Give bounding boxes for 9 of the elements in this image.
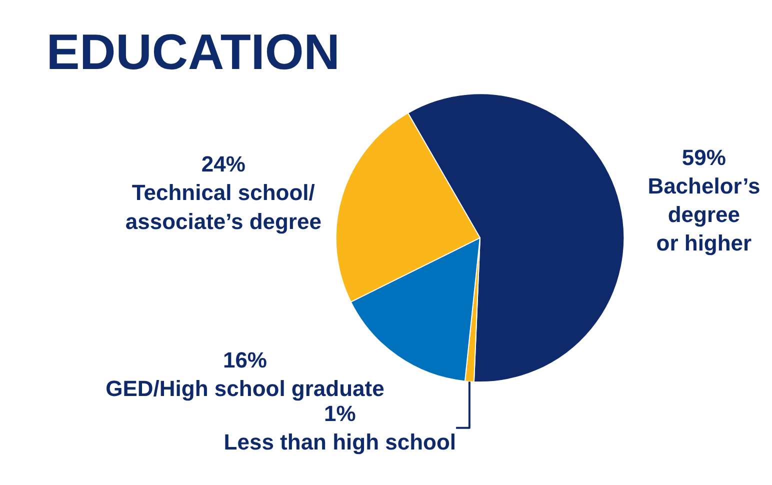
slice-label: Bachelor’s degree or higher [648,174,760,256]
data-label: 16% [222,347,268,372]
data-label: 1% [324,401,356,426]
slice-label: Less than high school [224,430,456,455]
slice-label: Technical school/ associate’s degree [125,180,322,234]
slice-label: GED/High school graduate [106,376,384,402]
data-label: 24% [201,152,246,177]
chart-title: EDUCATION [46,24,340,80]
data-label: 59% [682,144,726,170]
